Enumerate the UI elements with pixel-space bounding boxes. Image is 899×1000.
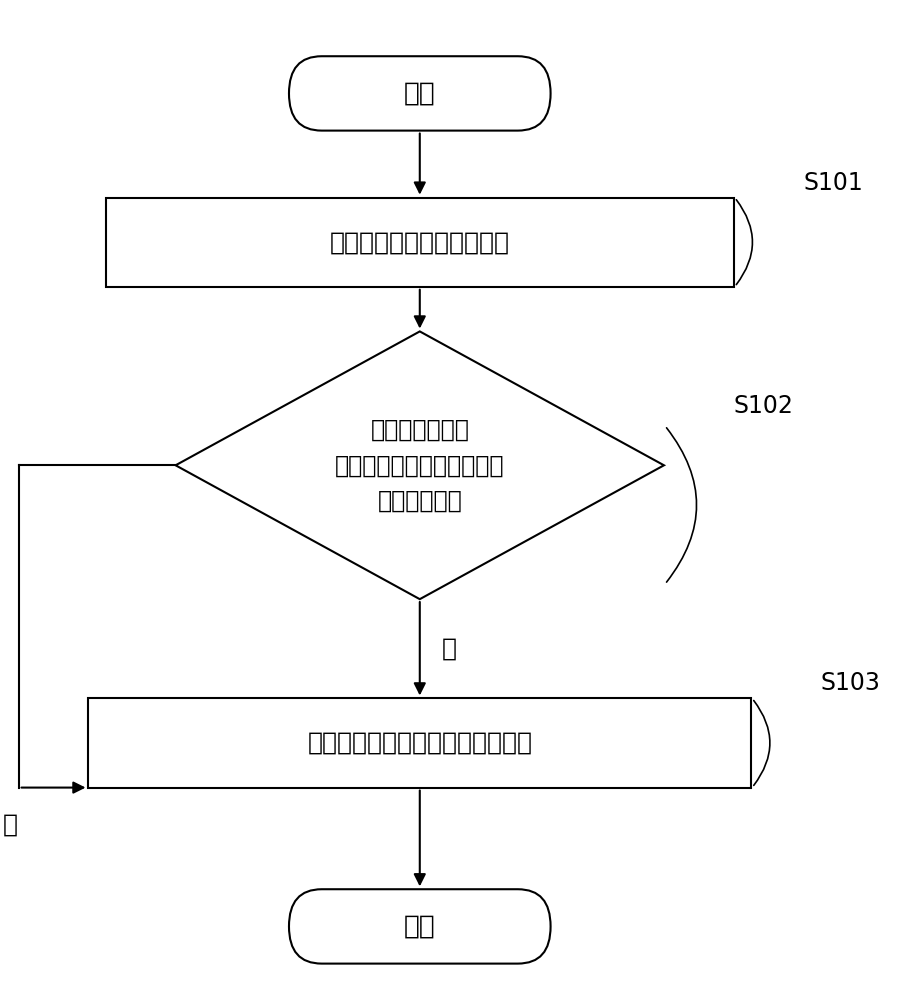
Text: 结束: 结束	[404, 913, 436, 939]
Bar	[106, 198, 734, 287]
Text: S101: S101	[804, 171, 863, 195]
Text: S103: S103	[821, 671, 881, 695]
Text: 控制平衡车进入安全限制控制模式: 控制平衡车进入安全限制控制模式	[307, 731, 532, 755]
Text: S102: S102	[734, 394, 794, 418]
Polygon shape	[175, 331, 664, 599]
Text: 否: 否	[441, 637, 457, 661]
Text: 根据运动状态信
息判断用户的平衡状态是否
满足预设要求: 根据运动状态信 息判断用户的平衡状态是否 满足预设要求	[335, 418, 504, 513]
Text: 检测平衡车的运动状态信息: 检测平衡车的运动状态信息	[330, 230, 510, 254]
Text: 开始: 开始	[404, 80, 436, 106]
Text: 是: 是	[3, 812, 17, 836]
FancyBboxPatch shape	[289, 889, 550, 964]
Bar	[88, 698, 752, 788]
FancyBboxPatch shape	[289, 56, 550, 131]
